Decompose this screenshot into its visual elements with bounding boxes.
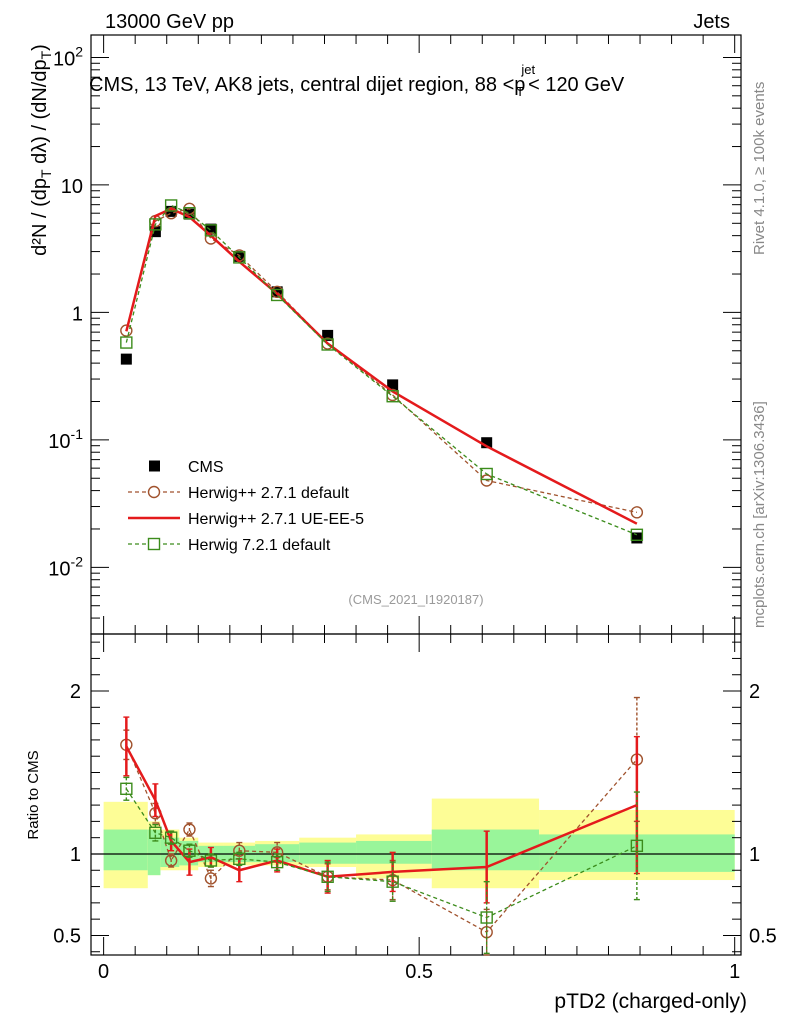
main-y-tick-label: 10 bbox=[61, 176, 83, 198]
band-inner bbox=[103, 829, 148, 871]
data-point bbox=[120, 336, 133, 349]
legend: CMS Herwig++ 2.7.1 default Herwig++ 2.7.1 … bbox=[128, 459, 364, 554]
data-point bbox=[149, 218, 162, 231]
legend-label: Herwig++ 2.7.1 UE-EE-5 bbox=[188, 511, 364, 528]
ratio-point bbox=[233, 844, 246, 857]
ratio-point bbox=[164, 831, 178, 844]
ratio-point bbox=[183, 844, 196, 857]
main-y-tick-label: 102 bbox=[53, 43, 83, 70]
ratio-y-tick-label: 0.5 bbox=[53, 925, 81, 947]
data-point bbox=[270, 288, 284, 302]
data-point bbox=[120, 353, 132, 365]
ratio-y-tick-label-right: 1 bbox=[749, 844, 760, 866]
ratio-point bbox=[270, 855, 284, 869]
series-line bbox=[125, 208, 638, 513]
rivet-label: Rivet 4.1.0, ≥ 100k events bbox=[751, 82, 768, 255]
data-point bbox=[480, 474, 493, 487]
data-point bbox=[322, 329, 334, 341]
ratio-point bbox=[233, 852, 246, 866]
x-tick-label: 1 bbox=[729, 961, 740, 983]
ratio-point bbox=[183, 823, 196, 836]
title-tail: < 120 GeV bbox=[528, 74, 625, 96]
x-tick-label: 0 bbox=[98, 961, 109, 983]
data-point bbox=[164, 199, 178, 212]
legend-marker bbox=[149, 460, 160, 472]
data-point bbox=[630, 506, 644, 519]
main-series bbox=[120, 199, 644, 544]
ratio-point bbox=[480, 911, 493, 924]
data-point bbox=[481, 437, 493, 449]
ratio-uncertainty-bands bbox=[103, 798, 735, 889]
legend-label: Herwig++ 2.7.1 default bbox=[188, 485, 350, 502]
ratio-point bbox=[321, 870, 334, 883]
data-point bbox=[386, 390, 399, 403]
ratio-y-tick-label: 1 bbox=[70, 844, 81, 866]
data-point bbox=[631, 532, 643, 544]
ratio-panel-frame bbox=[90, 633, 742, 956]
data-point bbox=[271, 286, 283, 298]
title-sup: jet bbox=[520, 62, 535, 77]
ratio-y-tick-label-right: 2 bbox=[749, 681, 760, 703]
data-point bbox=[630, 528, 644, 542]
ratio-point bbox=[204, 872, 218, 885]
ratio-line bbox=[125, 744, 638, 934]
ratio-point bbox=[204, 854, 218, 867]
main-y-tick-label: 10-2 bbox=[48, 553, 83, 580]
ratio-y-tick-label-right: 0.5 bbox=[749, 925, 777, 947]
main-ylabel: d²N / (dpT dλ) / (dN/dpT) bbox=[29, 44, 54, 256]
ratio-series bbox=[120, 696, 644, 956]
data-point bbox=[233, 251, 246, 264]
data-point bbox=[387, 379, 399, 391]
main-y-tick-label: 1 bbox=[72, 303, 83, 325]
analysis-id: (CMS_2021_I1920187) bbox=[348, 592, 483, 607]
data-point bbox=[183, 207, 196, 220]
legend-marker bbox=[147, 485, 161, 499]
ratio-point bbox=[630, 839, 644, 853]
data-point bbox=[149, 226, 161, 238]
x-tick-label: 0.5 bbox=[405, 961, 433, 983]
legend-label: Herwig 7.2.1 default bbox=[188, 537, 331, 554]
series-line bbox=[125, 207, 638, 525]
ratio-point bbox=[120, 782, 133, 795]
data-point bbox=[205, 223, 217, 235]
plot-title-text: CMS, 13 TeV, AK8 jets, central dijet reg… bbox=[89, 74, 525, 96]
x-axis-label: pTD2 (charged-only) bbox=[554, 990, 747, 1013]
series-3 bbox=[120, 199, 644, 542]
mcplots-label: mcplots.cern.ch [arXiv:1306.3436] bbox=[751, 401, 768, 628]
data-point bbox=[480, 467, 493, 481]
title-sub: T bbox=[516, 84, 524, 99]
legend-label: CMS bbox=[188, 459, 224, 476]
header-right: Jets bbox=[693, 11, 730, 33]
data-point bbox=[204, 224, 218, 237]
series-2 bbox=[125, 207, 638, 525]
data-point bbox=[233, 250, 245, 262]
band-inner bbox=[299, 842, 357, 864]
main-y-tick-label: 10-1 bbox=[48, 426, 83, 453]
ratio-point bbox=[386, 875, 399, 888]
ratio-axes: 0 0.5 1 0.5 0.5 1 1 2 2 bbox=[53, 634, 777, 983]
ratio-point bbox=[149, 826, 162, 839]
legend-marker bbox=[147, 537, 161, 551]
data-point bbox=[204, 232, 218, 245]
data-point bbox=[120, 324, 133, 337]
ratio-ylabel: Ratio to CMS bbox=[25, 750, 42, 839]
band-inner bbox=[431, 829, 540, 871]
main-axes: 10-2 10-1 1 10 102 bbox=[48, 35, 741, 635]
header-left: 13000 GeV pp bbox=[105, 11, 234, 33]
series-line bbox=[125, 204, 638, 536]
ratio-point bbox=[164, 854, 178, 867]
plot-title: CMS, 13 TeV, AK8 jets, central dijet reg… bbox=[89, 62, 625, 99]
ratio-series-2 bbox=[120, 776, 644, 955]
ratio-y-tick-label: 2 bbox=[70, 681, 81, 703]
data-point bbox=[321, 338, 334, 351]
svg-text:d²N / (dpT dλ) / (dN/dpT): d²N / (dpT dλ) / (dN/dpT) bbox=[29, 44, 54, 256]
